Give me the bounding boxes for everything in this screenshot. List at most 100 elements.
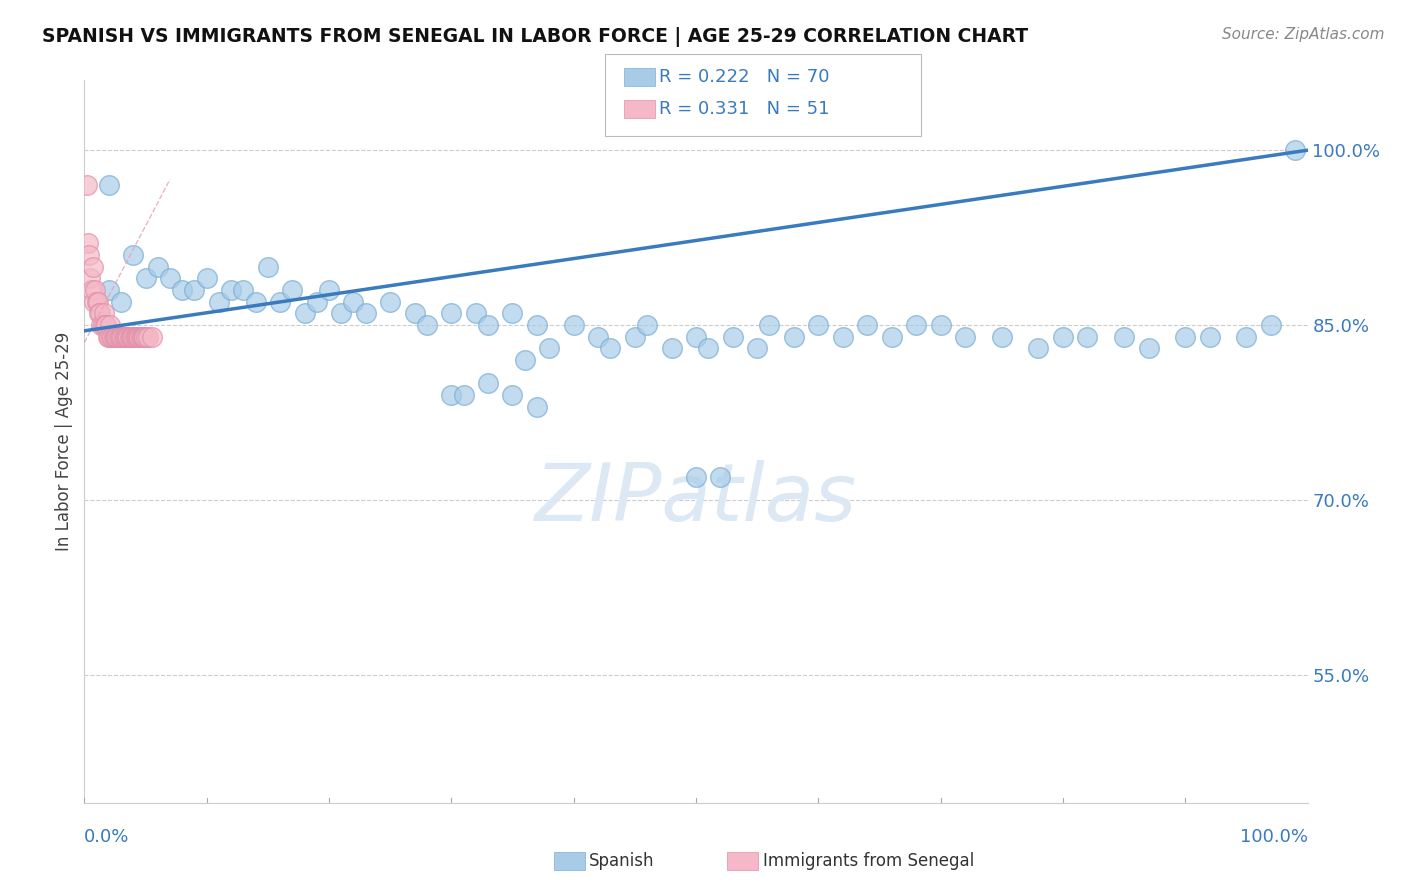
- Point: [380, 294, 402, 309]
- Point: [269, 294, 291, 309]
- Text: ZIPatlas: ZIPatlas: [534, 460, 858, 539]
- Point: [115, 329, 138, 343]
- Point: [880, 329, 903, 343]
- Point: [586, 329, 609, 343]
- Point: [562, 318, 585, 332]
- Point: [80, 283, 103, 297]
- Point: [136, 329, 159, 343]
- Point: [125, 329, 148, 343]
- Point: [195, 271, 218, 285]
- Point: [991, 329, 1014, 343]
- Point: [330, 306, 353, 320]
- Point: [104, 329, 127, 343]
- Point: [77, 236, 100, 251]
- Point: [856, 318, 879, 332]
- Point: [599, 341, 621, 355]
- Point: [77, 248, 100, 262]
- Point: [122, 248, 145, 262]
- Point: [91, 318, 114, 332]
- Point: [118, 329, 141, 343]
- Point: [122, 329, 145, 343]
- Point: [538, 341, 561, 355]
- Point: [953, 329, 976, 343]
- Text: Source: ZipAtlas.com: Source: ZipAtlas.com: [1222, 27, 1385, 42]
- Point: [1260, 318, 1282, 332]
- Point: [807, 318, 830, 332]
- Text: Immigrants from Senegal: Immigrants from Senegal: [763, 852, 974, 870]
- Point: [513, 353, 536, 368]
- Point: [502, 306, 524, 320]
- Point: [721, 329, 744, 343]
- Point: [93, 306, 115, 320]
- Point: [135, 271, 157, 285]
- Point: [110, 329, 132, 343]
- Point: [1028, 341, 1050, 355]
- Point: [128, 329, 150, 343]
- Point: [783, 329, 806, 343]
- Point: [117, 329, 139, 343]
- Point: [125, 329, 148, 343]
- Point: [121, 329, 143, 343]
- Text: SPANISH VS IMMIGRANTS FROM SENEGAL IN LABOR FORCE | AGE 25-29 CORRELATION CHART: SPANISH VS IMMIGRANTS FROM SENEGAL IN LA…: [42, 27, 1028, 46]
- Point: [115, 329, 138, 343]
- Point: [281, 283, 304, 297]
- Text: R = 0.331   N = 51: R = 0.331 N = 51: [659, 100, 830, 118]
- Point: [97, 178, 120, 193]
- Point: [1236, 329, 1258, 343]
- Point: [1198, 329, 1220, 343]
- Point: [245, 294, 267, 309]
- Point: [257, 260, 280, 274]
- Point: [294, 306, 316, 320]
- Point: [502, 388, 524, 402]
- Point: [232, 283, 254, 297]
- Point: [697, 341, 720, 355]
- Text: 100.0%: 100.0%: [1240, 829, 1308, 847]
- Point: [87, 306, 110, 320]
- Point: [342, 294, 364, 309]
- Point: [141, 329, 163, 343]
- Point: [83, 294, 105, 309]
- Point: [103, 329, 125, 343]
- Point: [101, 329, 124, 343]
- Point: [747, 341, 769, 355]
- Point: [112, 329, 135, 343]
- Point: [1052, 329, 1074, 343]
- Point: [318, 283, 340, 297]
- Point: [453, 388, 475, 402]
- Point: [110, 294, 132, 309]
- Point: [685, 469, 707, 483]
- Point: [79, 271, 101, 285]
- Point: [526, 400, 548, 414]
- Point: [97, 283, 120, 297]
- Point: [758, 318, 780, 332]
- Point: [477, 376, 499, 391]
- Point: [685, 329, 707, 343]
- Point: [146, 260, 169, 274]
- Point: [127, 329, 149, 343]
- Point: [124, 329, 146, 343]
- Point: [131, 329, 153, 343]
- Point: [1137, 341, 1160, 355]
- Point: [100, 329, 122, 343]
- Point: [86, 294, 108, 309]
- Point: [636, 318, 658, 332]
- Point: [134, 329, 156, 343]
- Point: [76, 178, 98, 193]
- Point: [132, 329, 155, 343]
- Point: [464, 306, 486, 320]
- Point: [440, 388, 463, 402]
- Point: [84, 283, 107, 297]
- Point: [159, 271, 181, 285]
- Y-axis label: In Labor Force | Age 25-29: In Labor Force | Age 25-29: [55, 332, 73, 551]
- Point: [219, 283, 242, 297]
- Point: [354, 306, 377, 320]
- Point: [624, 329, 647, 343]
- Point: [108, 329, 131, 343]
- Point: [1174, 329, 1197, 343]
- Text: Spanish: Spanish: [589, 852, 655, 870]
- Point: [831, 329, 853, 343]
- Point: [98, 318, 121, 332]
- Point: [661, 341, 683, 355]
- Point: [120, 329, 142, 343]
- Text: R = 0.222   N = 70: R = 0.222 N = 70: [659, 68, 830, 86]
